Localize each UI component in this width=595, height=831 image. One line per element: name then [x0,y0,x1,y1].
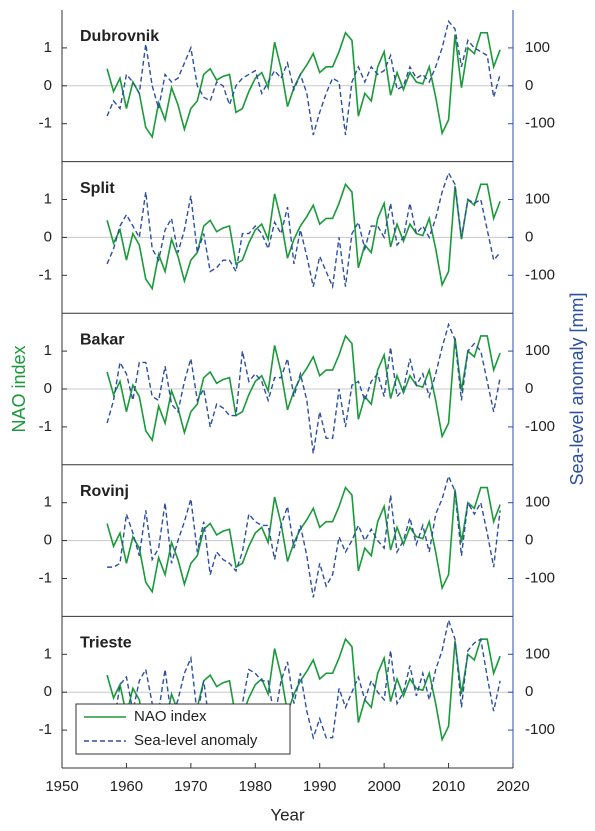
legend-label: NAO index [134,708,207,725]
legend-box [75,703,291,755]
data-line [106,322,501,454]
y-tick-label: 0 [44,532,52,549]
y2-tick-label: -100 [525,569,555,586]
y-tick-label: -1 [39,569,52,586]
y2-tick-label: -100 [525,115,555,132]
y2-tick-label: -100 [525,721,555,738]
y2-tick-label: 100 [525,39,550,56]
panel-title: Dubrovnik [80,28,159,45]
y-tick-label: 0 [44,380,52,397]
y-tick-label: 1 [44,190,52,207]
x-tick-label: 1950 [45,778,78,795]
data-line [106,485,501,594]
y2-tick-label: 0 [525,683,533,700]
panel-title: Rovinj [80,483,129,500]
data-line [106,334,501,443]
x-tick-label: 1970 [174,778,207,795]
y-tick-label: 0 [44,228,52,245]
y2-tick-label: 0 [525,380,533,397]
x-axis-label: Year [270,805,305,824]
y-tick-label: 0 [44,77,52,94]
y2-tick-label: 100 [525,494,550,511]
y2-tick-label: 100 [525,190,550,207]
data-line [106,182,501,291]
y-tick-label: 1 [44,494,52,511]
data-line [106,171,501,290]
y-tick-label: 1 [44,39,52,56]
data-line [106,637,501,746]
y2-tick-label: -100 [525,266,555,283]
y-axis-label: NAO index [9,345,29,432]
y2-tick-label: 0 [525,532,533,549]
y2-axis-label: Sea-level anomaly [mm] [567,292,587,485]
y-tick-label: 1 [44,645,52,662]
data-line [106,31,501,140]
y2-tick-label: 100 [525,342,550,359]
y-tick-label: -1 [39,266,52,283]
data-line [107,474,501,598]
y-tick-label: -1 [39,721,52,738]
panel-title: Trieste [80,635,132,652]
x-tick-label: 1980 [239,778,272,795]
panel-title: Split [80,180,115,197]
x-tick-label: 2020 [496,778,529,795]
y-tick-label: 1 [44,342,52,359]
y-tick-label: -1 [39,418,52,435]
x-tick-label: 1960 [110,778,143,795]
x-tick-label: 2000 [367,778,400,795]
legend-label: Sea-level anomaly [134,732,258,749]
y2-tick-label: 0 [525,77,533,94]
y-tick-label: 0 [44,683,52,700]
x-tick-label: 1990 [303,778,336,795]
panel-title: Bakar [80,331,124,348]
y2-tick-label: -100 [525,418,555,435]
y2-tick-label: 100 [525,645,550,662]
x-tick-label: 2010 [432,778,465,795]
y2-tick-label: 0 [525,228,533,245]
y-tick-label: -1 [39,115,52,132]
